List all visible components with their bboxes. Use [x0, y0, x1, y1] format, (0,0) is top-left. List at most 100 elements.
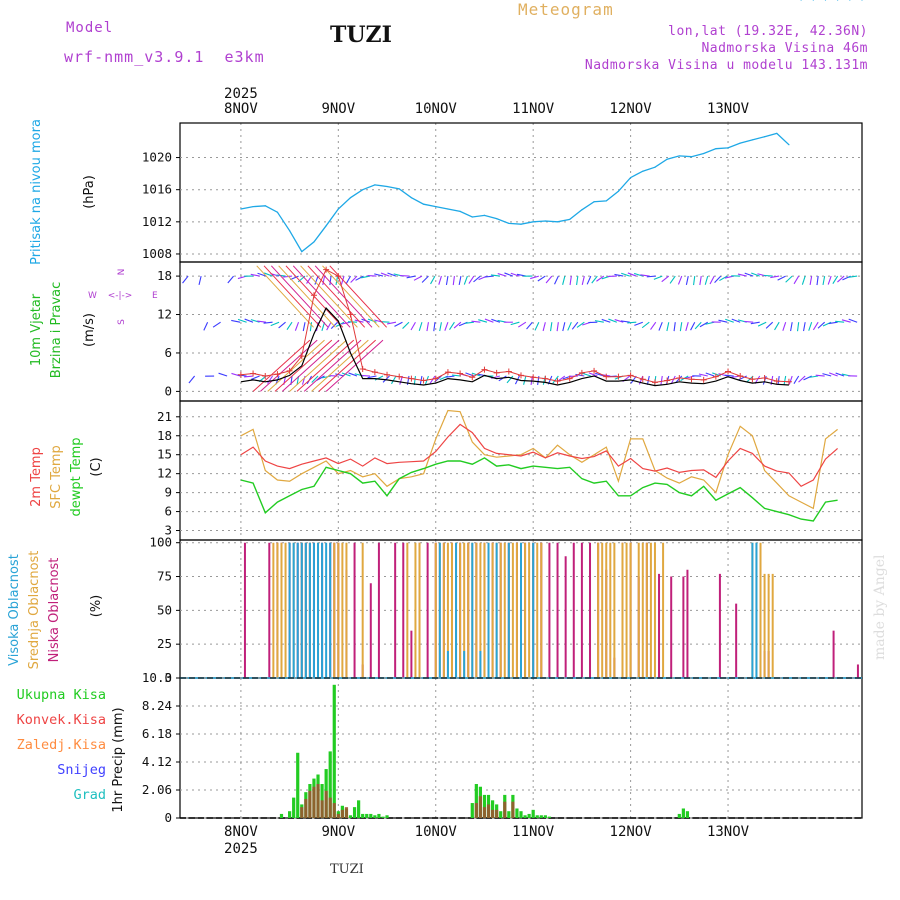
wind-barb — [367, 318, 377, 323]
gust-marker — [250, 370, 257, 377]
precip-total-bar — [377, 813, 381, 818]
gust-marker — [310, 292, 317, 299]
y-tick-label: 1020 — [142, 150, 172, 165]
wind-barb — [421, 275, 429, 283]
wind-barb — [399, 275, 409, 277]
y-tick-label: 8.24 — [142, 698, 172, 713]
y-tick-label: 21 — [157, 409, 172, 424]
wind-barb — [329, 276, 332, 286]
pressure-point — [800, 0, 802, 1]
wind-barb — [444, 322, 449, 331]
wind-barb — [782, 322, 787, 331]
wind-barb — [650, 321, 657, 330]
wind-barb — [348, 372, 358, 377]
pressure-point — [776, 132, 778, 135]
y-tick-label: 4.12 — [142, 754, 172, 769]
wind-barb — [582, 372, 591, 377]
precip-conv-bar — [312, 786, 316, 818]
wind-barb — [793, 375, 800, 384]
gust-marker — [737, 373, 744, 380]
y-tick-label: 10.3 — [142, 670, 172, 685]
wind-speed-line — [240, 307, 789, 387]
pressure-point — [240, 208, 242, 210]
wind-barb — [335, 373, 345, 377]
wind-barb — [673, 322, 676, 332]
pressure-point — [398, 188, 400, 190]
wind-barb — [256, 265, 314, 328]
wind-barb — [765, 321, 774, 329]
wind-barb — [402, 321, 410, 329]
wind-barb — [841, 319, 851, 323]
y-tick-label: 1012 — [142, 214, 172, 229]
y-tick-label: 1016 — [142, 182, 172, 197]
pressure-point — [301, 250, 303, 253]
wind-barb — [809, 275, 813, 286]
wind-barb — [731, 318, 741, 323]
wind-barb — [278, 265, 336, 328]
precip-total-bar — [332, 684, 336, 818]
gust-marker — [725, 368, 732, 375]
wind-barb — [314, 265, 373, 328]
gust-marker — [432, 375, 439, 382]
wind-barb — [832, 275, 839, 285]
wind-barb — [803, 375, 812, 381]
wind-barb — [387, 321, 397, 325]
wind-barb — [646, 275, 656, 278]
pressure-point — [447, 208, 449, 210]
wind-barb — [698, 373, 708, 377]
precip-conv-bar — [300, 807, 304, 818]
precip-conv-bar — [332, 803, 336, 818]
wind-barb — [231, 319, 241, 323]
precip-legend-item: Ukupna Kisa — [17, 687, 106, 703]
wind-barb — [526, 321, 533, 330]
wind-barb — [213, 276, 214, 285]
gust-marker — [237, 371, 244, 378]
gust-marker — [493, 369, 500, 376]
wind-barb — [426, 322, 429, 332]
gust-marker — [785, 378, 792, 385]
wind-barb — [350, 275, 358, 283]
gust-marker — [700, 376, 707, 383]
pressure-point — [690, 156, 693, 158]
pressure-point — [849, 0, 851, 1]
wind-barb — [670, 375, 676, 385]
pressure-point — [374, 184, 376, 186]
bottom-day-label: 9NOV — [321, 824, 355, 840]
y-tick-label: 18 — [157, 268, 172, 283]
wind-barb — [382, 375, 390, 383]
wind-barb — [218, 372, 228, 377]
wind-barb — [445, 375, 455, 378]
wind-barb — [569, 276, 572, 286]
wind-barb — [690, 321, 696, 331]
pressure-point — [642, 170, 644, 172]
wind-barb — [314, 275, 319, 285]
wind-barb — [463, 275, 468, 285]
wind-barb — [666, 322, 670, 332]
wind-barb — [694, 321, 702, 330]
pressure-point — [289, 230, 291, 232]
precip-total-bar — [361, 813, 365, 818]
precip-total-bar — [474, 784, 478, 818]
wind-barb — [798, 375, 806, 383]
precip-total-bar — [499, 811, 503, 818]
elevation-label: Nadmorska Visina 46m — [701, 41, 868, 56]
bottom-day-label: 10NOV — [415, 824, 458, 840]
wind-barb — [318, 339, 377, 392]
wind-barb — [374, 273, 384, 277]
wind-barb — [738, 375, 747, 381]
wind-barb — [829, 372, 838, 377]
gust-marker — [408, 375, 415, 382]
wind-barb — [586, 275, 592, 285]
precip-total-bar — [507, 811, 511, 818]
temperature-frame — [179, 400, 863, 541]
wind-barb — [719, 275, 728, 282]
wind-barb — [478, 319, 488, 323]
wind-barb — [594, 320, 604, 323]
wind-barb — [322, 375, 332, 379]
dewpoint-line — [240, 457, 838, 522]
precip-total-bar — [296, 752, 300, 818]
pressure-point — [532, 221, 534, 223]
wind-barb — [534, 321, 540, 331]
precip-frame — [179, 677, 863, 819]
wind-barb — [367, 275, 377, 277]
